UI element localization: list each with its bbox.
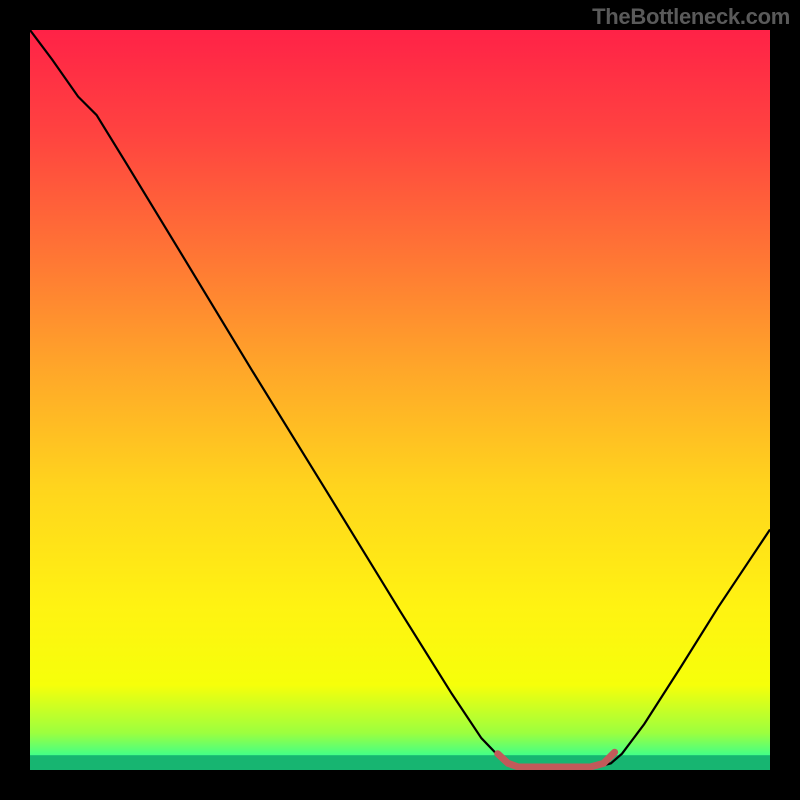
plot-background	[30, 30, 770, 770]
plot-area	[30, 30, 770, 770]
watermark-text: TheBottleneck.com	[592, 4, 790, 30]
chart-root: TheBottleneck.com	[0, 0, 800, 800]
plot-svg	[30, 30, 770, 770]
bottom-green-band	[30, 755, 770, 770]
